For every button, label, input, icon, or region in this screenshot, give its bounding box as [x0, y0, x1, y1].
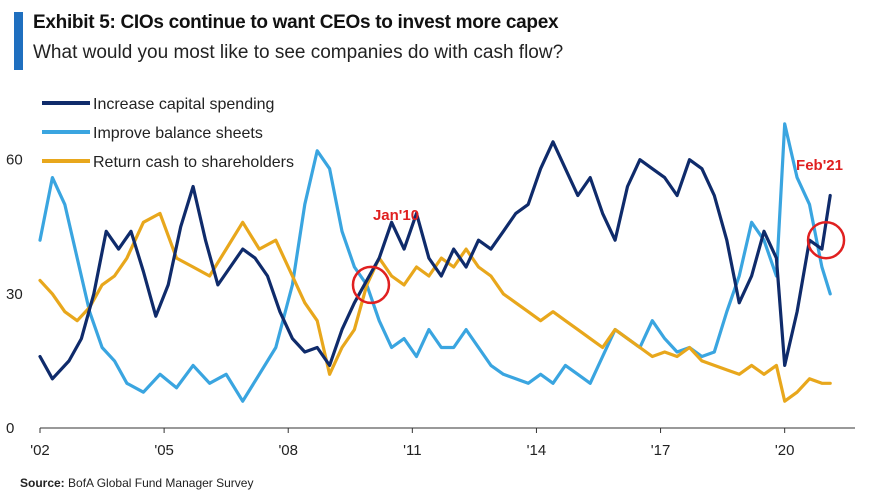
series-line-0: [38, 140, 832, 381]
series-layer: [38, 122, 832, 403]
annotation-circle: [806, 220, 846, 260]
line-chart: 0 30 60 '02 '05 '08 '11 '14 '17 '20 Increase capi…: [6, 96, 855, 459]
title-accent-bar: [14, 12, 23, 70]
y-tick-label: 0: [6, 420, 14, 437]
series-line-1: [38, 122, 832, 403]
source-text: BofA Global Fund Manager Survey: [68, 476, 254, 490]
x-tick-label: '20: [775, 442, 795, 459]
legend-label: Improve balance sheets: [93, 125, 263, 142]
y-tick-label: 60: [6, 152, 23, 169]
source-label: Source:: [20, 476, 65, 490]
source-note: Source: BofA Global Fund Manager Survey: [20, 476, 253, 490]
chart-title: Exhibit 5: CIOs continue to want CEOs to…: [33, 12, 559, 33]
x-tick-label: '17: [651, 442, 671, 459]
x-tick-label: '05: [154, 442, 174, 459]
x-tick-label: '08: [278, 442, 298, 459]
y-tick-label: 30: [6, 286, 23, 303]
x-tick-label: '02: [30, 442, 50, 459]
annotation-label: Jan'10: [373, 207, 419, 224]
x-tick-label: '14: [527, 442, 547, 459]
annotation-label: Feb'21: [796, 157, 843, 174]
annotations: Jan'10 Feb'21: [351, 157, 846, 305]
annotation-circle: [351, 265, 391, 305]
chart-subtitle: What would you most like to see companie…: [33, 42, 564, 63]
legend: Increase capital spending Improve balance…: [42, 96, 294, 171]
legend-label: Increase capital spending: [93, 96, 274, 113]
x-tick-label: '11: [403, 442, 421, 459]
legend-label: Return cash to shareholders: [93, 154, 294, 171]
axes: 0 30 60 '02 '05 '08 '11 '14 '17 '20: [6, 152, 855, 459]
